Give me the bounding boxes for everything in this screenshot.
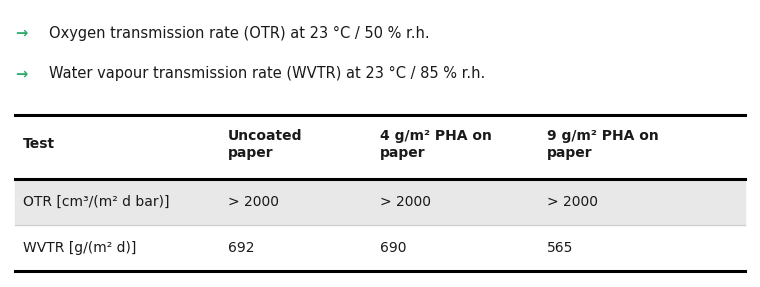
Text: Uncoated
paper: Uncoated paper	[228, 129, 302, 160]
Text: > 2000: > 2000	[547, 195, 598, 209]
Text: 4 g/m² PHA on
paper: 4 g/m² PHA on paper	[380, 129, 492, 160]
Text: Oxygen transmission rate (OTR) at 23 °C / 50 % r.h.: Oxygen transmission rate (OTR) at 23 °C …	[49, 26, 430, 41]
Text: > 2000: > 2000	[380, 195, 431, 209]
Text: Test: Test	[23, 137, 55, 151]
Text: →: →	[15, 66, 27, 81]
Text: →: →	[15, 26, 27, 41]
Bar	[15, 179, 745, 225]
Text: > 2000: > 2000	[228, 195, 279, 209]
Text: 565: 565	[547, 241, 574, 255]
Text: Water vapour transmission rate (WVTR) at 23 °C / 85 % r.h.: Water vapour transmission rate (WVTR) at…	[49, 66, 486, 81]
Text: 9 g/m² PHA on
paper: 9 g/m² PHA on paper	[547, 129, 659, 160]
Text: 692: 692	[228, 241, 255, 255]
Text: 690: 690	[380, 241, 407, 255]
Text: WVTR [g/(m² d)]: WVTR [g/(m² d)]	[23, 241, 136, 255]
Text: OTR [cm³/(m² d bar)]: OTR [cm³/(m² d bar)]	[23, 195, 169, 209]
